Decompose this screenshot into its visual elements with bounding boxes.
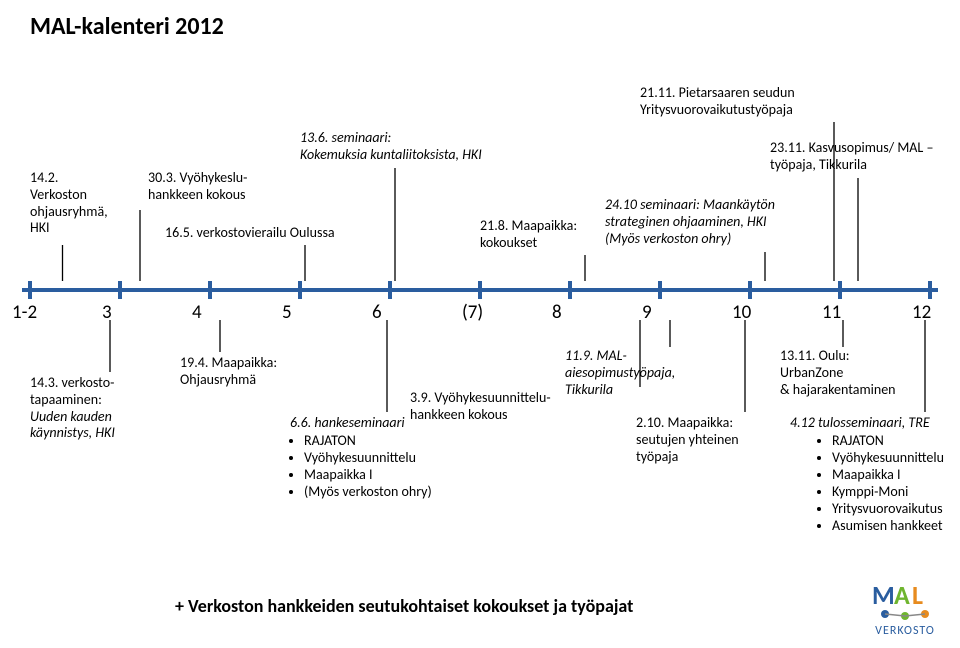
- mal-logo: M A L VERKOSTO: [870, 576, 940, 638]
- month-(7): (7): [462, 302, 483, 325]
- logo-text: VERKOSTO: [870, 624, 940, 638]
- month-11: 11: [822, 302, 841, 325]
- footer-note: + Verkoston hankkeiden seutukohtaiset ko…: [175, 595, 633, 617]
- logo-m: M: [872, 579, 895, 611]
- label-13-11: 13.11. Oulu:UrbanZone& hajarakentaminen: [780, 348, 896, 398]
- month-1-2: 1-2: [12, 302, 37, 325]
- label-3-9: 3.9. Vyöhykesuunnittelu-hankkeen kokous: [410, 390, 551, 424]
- label-11-9: 11.9. MAL-aiesopimustyöpaja,Tikkurila: [565, 348, 675, 398]
- month-3: 3: [102, 302, 112, 325]
- label-4-12-head: 4.12 tulosseminaari, TRE: [790, 415, 930, 432]
- month-5: 5: [282, 302, 292, 325]
- logo-l: L: [912, 579, 923, 611]
- bullets-6-6: RAJATONVyöhykesuunnitteluMaapaikka I(Myö…: [290, 432, 432, 500]
- month-12: 12: [912, 302, 931, 325]
- label-2-10: 2.10. Maapaikka:seutujen yhteinentyöpaja: [636, 415, 739, 465]
- bullets-4-12: RAJATONVyöhykesuunnitteluMaapaikka IKymp…: [818, 432, 944, 534]
- logo-a: A: [894, 579, 910, 611]
- month-4: 4: [192, 302, 202, 325]
- label-19-4: 19.4. Maapaikka:Ohjausryhmä: [180, 355, 277, 389]
- month-6: 6: [372, 302, 382, 325]
- month-8: 8: [552, 302, 562, 325]
- label-6-6-head: 6.6. hankeseminaari: [290, 415, 405, 432]
- month-9: 9: [642, 302, 652, 325]
- month-10: 10: [732, 302, 751, 325]
- label-14-3: 14.3. verkosto-tapaaminen:Uuden kaudenkä…: [30, 375, 115, 442]
